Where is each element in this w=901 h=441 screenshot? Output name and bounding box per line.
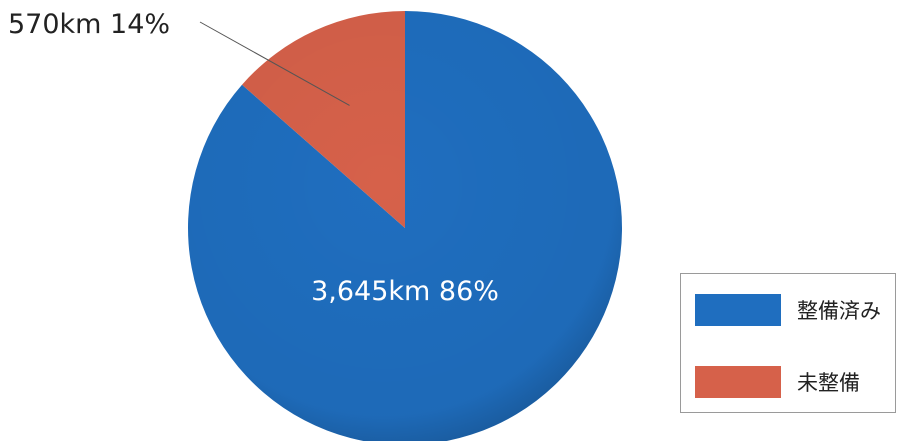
legend-swatch-blue xyxy=(695,294,781,326)
leader-line xyxy=(199,21,350,106)
slice-label-3645km: 3,645km 86% xyxy=(311,276,499,307)
legend-item-seibi-zumi: 整備済み xyxy=(695,294,881,326)
slice-label-570km: 570km 14% xyxy=(8,9,170,40)
legend-label: 未整備 xyxy=(797,371,860,395)
legend-item-miseibi: 未整備 xyxy=(695,366,860,398)
legend-swatch-red xyxy=(695,366,781,398)
legend: 整備済み 未整備 xyxy=(680,273,896,413)
legend-label: 整備済み xyxy=(797,299,881,323)
